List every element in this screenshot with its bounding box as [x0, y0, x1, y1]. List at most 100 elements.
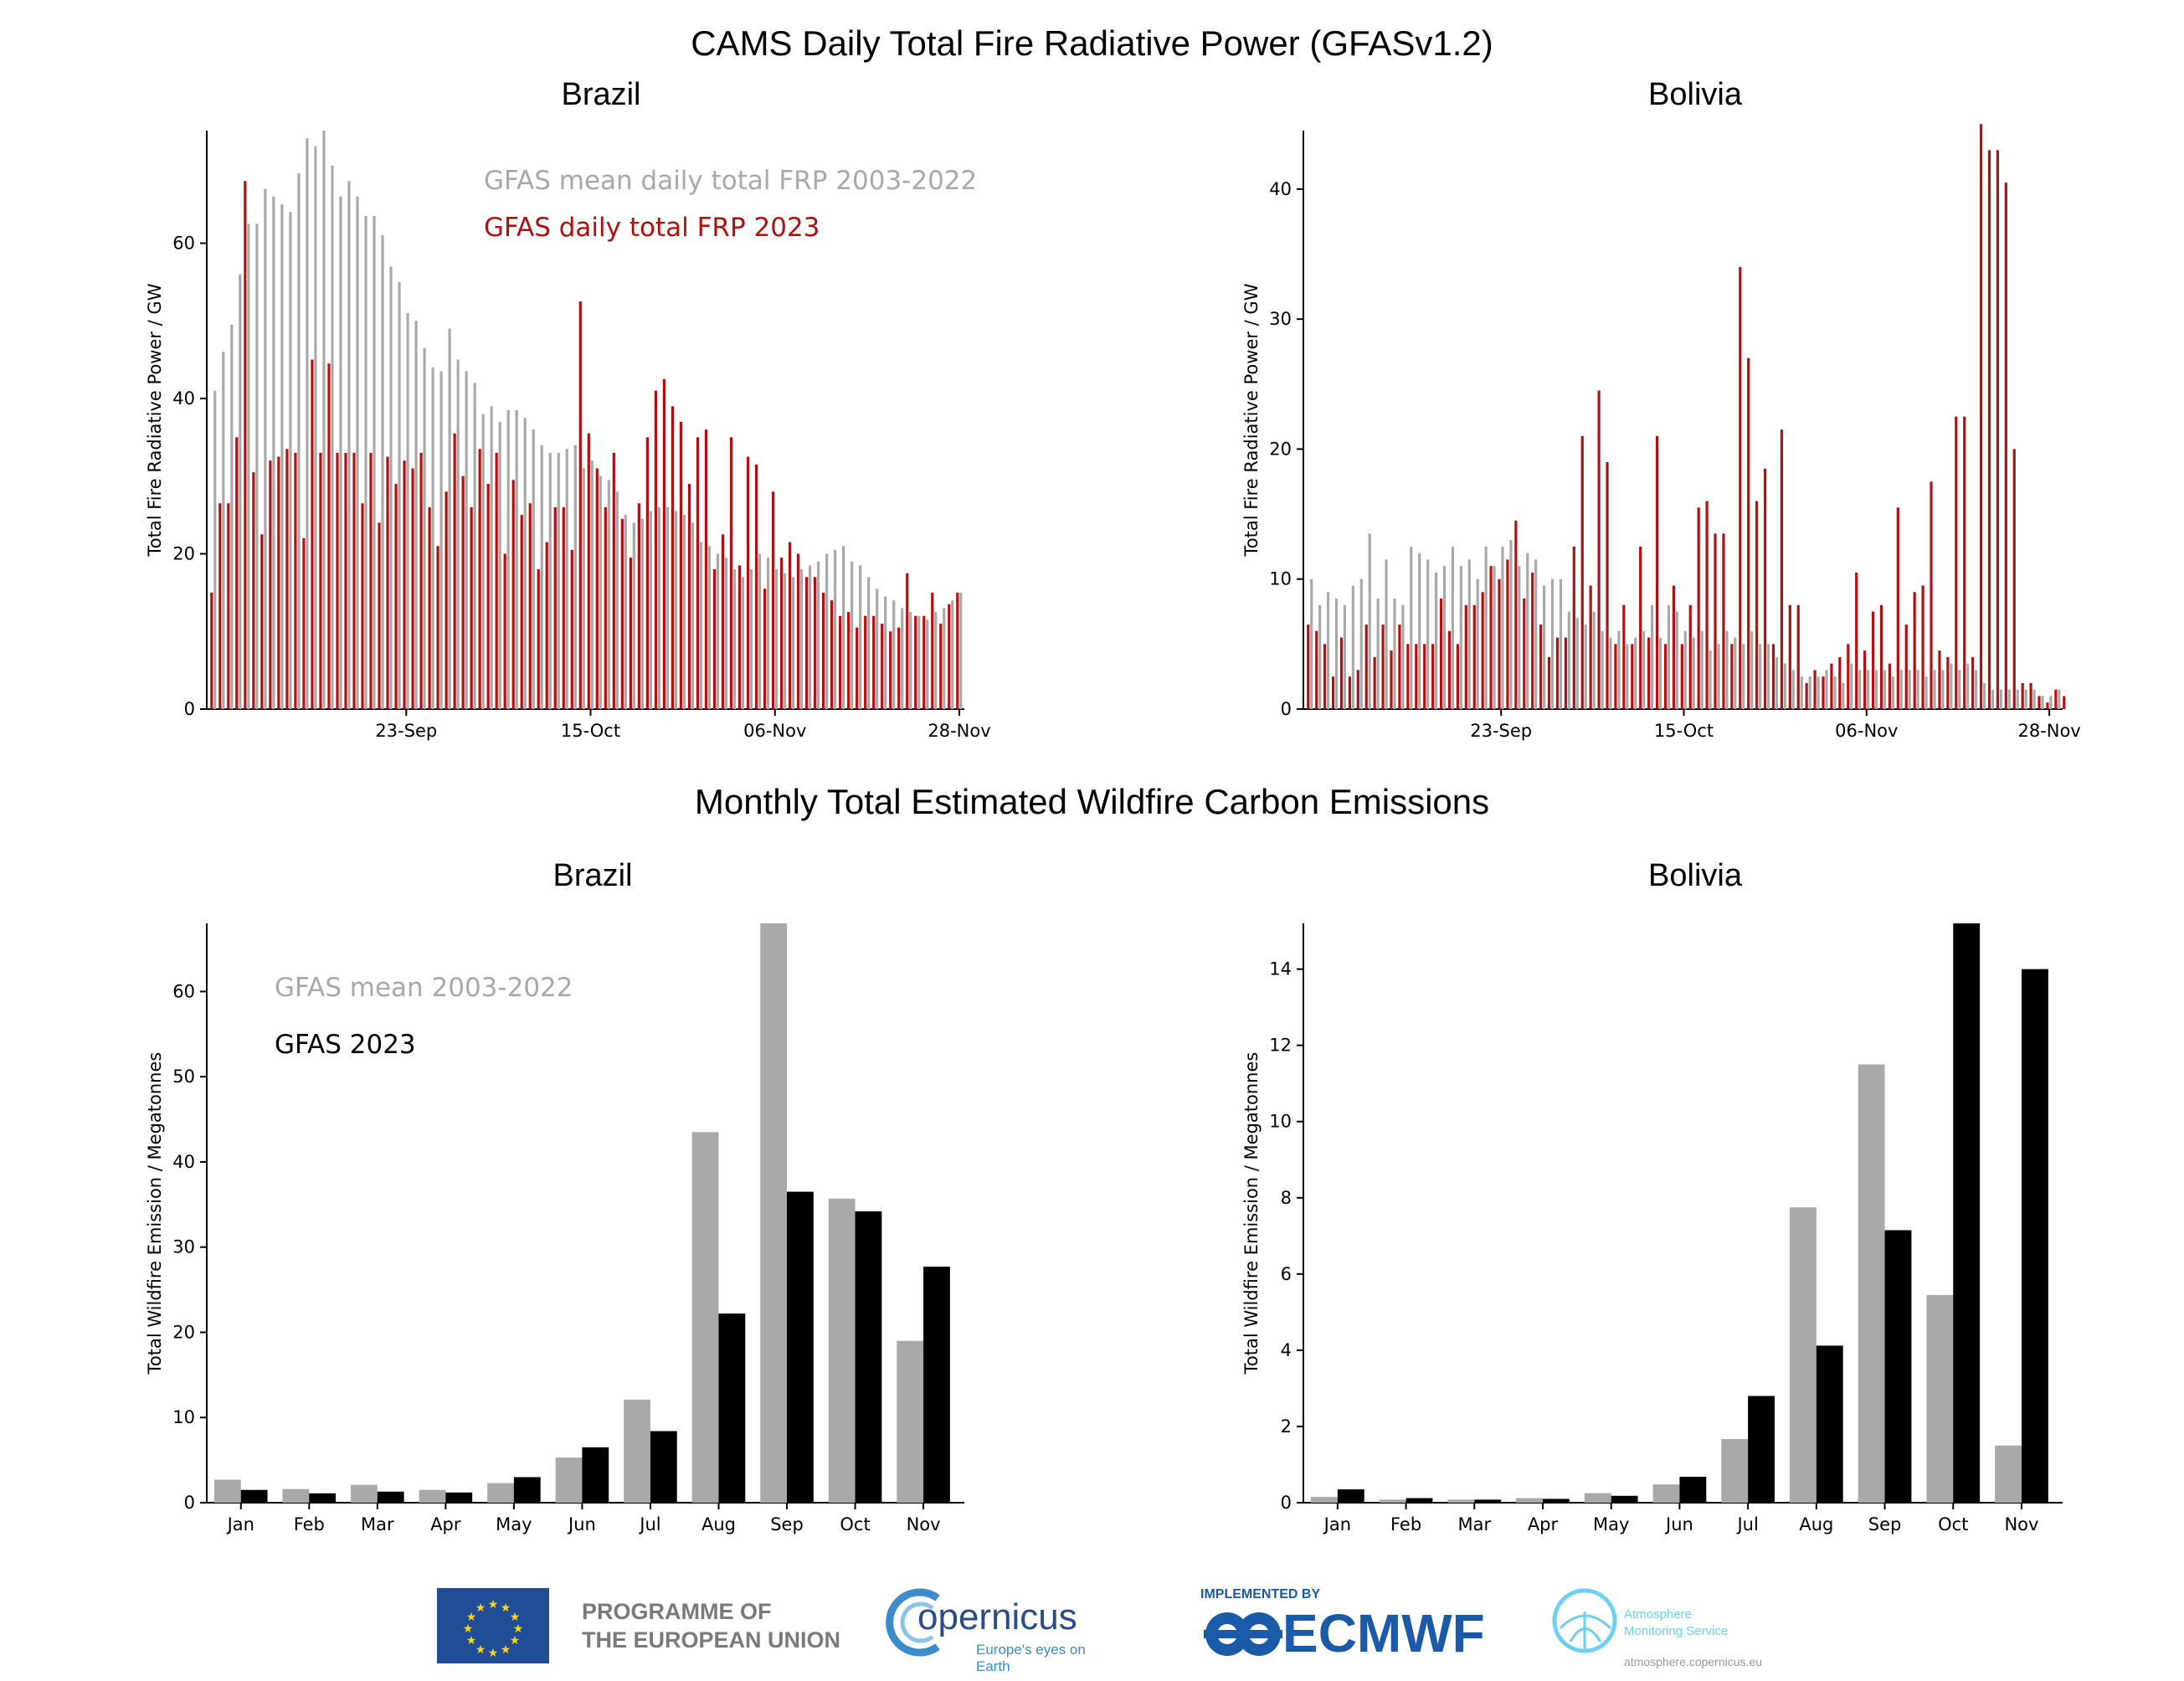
bar-mean-daily: [1999, 689, 2002, 709]
bar-2023-daily: [604, 506, 607, 709]
ecmwf-waves-icon: [1204, 1612, 1282, 1656]
bar-mean-daily: [2049, 696, 2053, 709]
x-tick-label: Sep: [770, 1514, 804, 1534]
bar-2023-daily: [1688, 604, 1692, 709]
bar-2023-daily: [1771, 644, 1775, 709]
x-tick-label: Nov: [2004, 1514, 2038, 1534]
bar-mean-daily: [1584, 625, 1587, 709]
x-tick-label: Mar: [361, 1514, 394, 1534]
bar-mean-daily: [1775, 656, 1779, 709]
bar-mean-daily: [842, 546, 845, 709]
bar-mean-monthly: [1516, 1498, 1543, 1503]
bar-2023-daily: [1763, 468, 1767, 709]
bar-2023-daily: [1439, 599, 1443, 709]
bar-mean-daily: [1642, 630, 1646, 709]
bar-2023-daily: [839, 615, 842, 709]
bar-2023-daily: [1572, 546, 1575, 709]
bar-mean-daily: [876, 589, 879, 709]
bar-2023-daily: [889, 631, 892, 709]
bar-mean-daily: [2024, 689, 2027, 709]
bar-2023-daily: [562, 506, 565, 709]
bar-mean-monthly: [691, 1132, 719, 1503]
bar-2023-daily: [696, 437, 700, 709]
y-tick-label: 40: [1269, 179, 1292, 199]
bar-mean-daily: [331, 165, 334, 709]
bar-2023-daily: [796, 553, 800, 709]
implemented-by-text: IMPLEMENTED BY: [1200, 1587, 1321, 1601]
bar-2023-daily: [453, 433, 456, 709]
bar-2023-daily: [1863, 650, 1867, 709]
bar-2023-daily: [1822, 676, 1825, 709]
bar-mean-daily: [1401, 604, 1405, 709]
svg-text:★: ★: [463, 1622, 474, 1636]
bar-2023-daily: [2046, 702, 2049, 709]
bar-2023-daily: [260, 534, 264, 709]
bar-2023-daily: [578, 301, 582, 709]
bar-mean-daily: [1692, 637, 1695, 709]
bar-2023-monthly: [309, 1493, 337, 1503]
bar-2023-daily: [1896, 507, 1899, 709]
bar-2023-daily: [1398, 625, 1401, 709]
bar-2023-daily: [478, 449, 481, 709]
legend-frp-2023: GFAS daily total FRP 2023: [484, 213, 820, 243]
x-tick-label: Nov: [907, 1514, 941, 1534]
bar-2023-daily: [336, 452, 339, 709]
bar-mean-daily: [665, 506, 670, 709]
bar-2023-daily: [645, 437, 649, 709]
bar-2023-daily: [1589, 585, 1592, 709]
bar-mean-daily: [1518, 566, 1521, 709]
y-tick-label: 20: [172, 543, 195, 563]
bar-2023-daily: [2021, 682, 2024, 709]
bar-mean-daily: [339, 196, 342, 709]
bar-2023-daily: [1938, 650, 1941, 709]
bar-mean-monthly: [419, 1489, 446, 1503]
y-tick-label: 0: [184, 699, 195, 719]
bar-2023-daily: [319, 452, 322, 709]
bar-2023-daily: [721, 534, 725, 709]
bar-2023-daily: [1364, 625, 1368, 709]
y-tick-label: 14: [1269, 959, 1292, 979]
globe-icon: [1552, 1588, 1617, 1653]
bar-2023-daily: [570, 549, 573, 709]
bar-mean-daily: [1609, 637, 1612, 709]
x-tick-label: 06-Nov: [1835, 721, 1898, 741]
y-tick-label: 20: [1269, 439, 1292, 459]
y-axis-label: Total Wildfire Emission / Megatonnes: [1241, 1052, 1262, 1375]
bar-mean-daily: [1484, 546, 1488, 709]
bar-2023-daily: [511, 480, 515, 709]
bar-mean-daily: [473, 383, 476, 709]
bar-mean-daily: [901, 608, 904, 709]
bar-2023-daily: [1955, 416, 1958, 709]
bar-mean-daily: [1725, 630, 1729, 709]
bar-mean-daily: [239, 274, 242, 710]
bar-mean-daily: [691, 522, 695, 709]
y-tick-label: 60: [172, 981, 195, 1001]
bar-2023-daily: [1663, 644, 1668, 709]
bar-mean-daily: [364, 216, 367, 709]
bar-mean-daily: [1683, 630, 1687, 709]
bar-2023-daily: [931, 592, 934, 709]
x-tick-label: Feb: [1390, 1514, 1421, 1534]
bar-2023-daily: [1331, 676, 1335, 709]
bar-mean-daily: [1833, 676, 1837, 709]
bar-mean-daily: [255, 224, 259, 709]
bar-mean-daily: [758, 553, 762, 709]
bar-2023-daily: [872, 615, 876, 709]
bar-mean-daily: [1933, 670, 1936, 709]
bar-mean-daily: [1318, 604, 1322, 709]
svg-text:★: ★: [466, 1634, 477, 1648]
bar-2023-daily: [545, 542, 548, 709]
bar-2023-daily: [629, 558, 632, 709]
bar-mean-daily: [582, 468, 585, 709]
x-tick-label: Jan: [226, 1514, 254, 1534]
bar-mean-daily: [624, 515, 627, 709]
bar-2023-daily: [1813, 670, 1817, 709]
svg-text:★: ★: [510, 1611, 521, 1624]
bar-mean-daily: [414, 321, 418, 709]
bar-2023-daily: [612, 452, 615, 709]
bar-mean-monthly: [555, 1457, 583, 1503]
bar-2023-monthly: [855, 1211, 882, 1503]
bar-mean-daily: [682, 515, 686, 709]
bar-mean-daily: [523, 418, 527, 709]
